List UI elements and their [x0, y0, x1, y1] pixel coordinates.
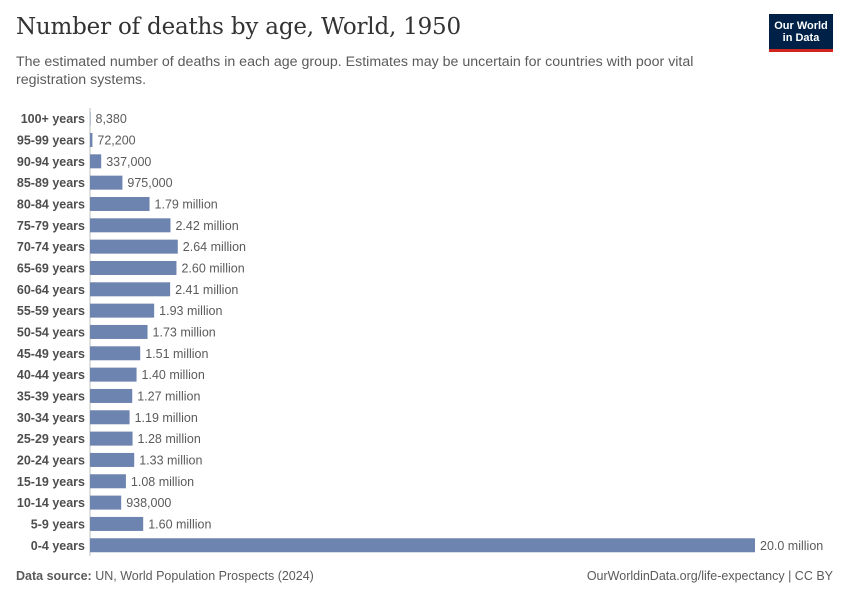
- bar[interactable]: [90, 346, 141, 361]
- value-label: 1.19 million: [135, 411, 198, 425]
- value-label: 975,000: [127, 176, 172, 190]
- bar[interactable]: [90, 218, 171, 233]
- category-label: 70-74 years: [17, 240, 85, 254]
- category-label: 0-4 years: [31, 539, 85, 553]
- value-label: 8,380: [96, 112, 127, 126]
- chart-subtitle: The estimated number of deaths in each a…: [16, 54, 694, 88]
- value-label: 938,000: [126, 496, 171, 510]
- category-label: 5-9 years: [31, 517, 85, 531]
- value-label: 2.42 million: [175, 219, 238, 233]
- bar[interactable]: [90, 111, 91, 126]
- bar[interactable]: [90, 538, 755, 553]
- category-label: 55-59 years: [17, 304, 85, 318]
- bar[interactable]: [90, 303, 155, 318]
- bar[interactable]: [90, 495, 122, 510]
- value-label: 1.27 million: [137, 389, 200, 403]
- value-label: 1.33 million: [139, 453, 202, 467]
- category-label: 25-29 years: [17, 432, 85, 446]
- chart-title: Number of deaths by age, World, 1950: [16, 14, 461, 40]
- value-label: 1.28 million: [138, 432, 201, 446]
- bar[interactable]: [90, 132, 93, 147]
- value-label: 72,200: [97, 133, 135, 147]
- value-label: 2.41 million: [175, 283, 238, 297]
- category-label: 10-14 years: [17, 496, 85, 510]
- category-label: 50-54 years: [17, 325, 85, 339]
- bar[interactable]: [90, 175, 123, 190]
- category-label: 40-44 years: [17, 368, 85, 382]
- data-source-label: Data source:: [16, 569, 92, 583]
- bar[interactable]: [90, 410, 130, 425]
- value-label: 1.79 million: [155, 197, 218, 211]
- category-label: 90-94 years: [17, 155, 85, 169]
- category-label: 20-24 years: [17, 453, 85, 467]
- logo-line-2: in Data: [782, 32, 820, 44]
- logo-line-1: Our World: [774, 20, 828, 32]
- category-label: 100+ years: [21, 112, 85, 126]
- value-label: 1.60 million: [148, 517, 211, 531]
- owid-logo[interactable]: Our World in Data: [769, 14, 833, 52]
- bar[interactable]: [90, 239, 178, 254]
- value-label: 20.0 million: [760, 539, 823, 553]
- data-source: Data source: UN, World Population Prospe…: [16, 569, 314, 583]
- category-label: 35-39 years: [17, 389, 85, 403]
- bar[interactable]: [90, 367, 137, 382]
- value-label: 2.64 million: [183, 240, 246, 254]
- source-url-link[interactable]: OurWorldinData.org/life-expectancy | CC …: [586, 569, 833, 583]
- value-label: 1.08 million: [131, 475, 194, 489]
- bar[interactable]: [90, 324, 148, 339]
- bar[interactable]: [90, 154, 102, 169]
- category-label: 65-69 years: [17, 261, 85, 275]
- category-label: 30-34 years: [17, 411, 85, 425]
- value-label: 2.60 million: [181, 261, 244, 275]
- category-label: 95-99 years: [17, 133, 85, 147]
- bar[interactable]: [90, 431, 133, 446]
- value-label: 337,000: [106, 155, 151, 169]
- bar[interactable]: [90, 474, 126, 489]
- bar[interactable]: [90, 196, 150, 211]
- value-label: 1.51 million: [145, 347, 208, 361]
- bar[interactable]: [90, 452, 135, 467]
- bar[interactable]: [90, 516, 144, 531]
- data-source-text: UN, World Population Prospects (2024): [91, 569, 314, 583]
- bar[interactable]: [90, 260, 177, 275]
- category-label: 45-49 years: [17, 347, 85, 361]
- value-label: 1.40 million: [142, 368, 205, 382]
- category-label: 60-64 years: [17, 283, 85, 297]
- category-label: 80-84 years: [17, 197, 85, 211]
- bar[interactable]: [90, 388, 133, 403]
- value-label: 1.93 million: [159, 304, 222, 318]
- bar[interactable]: [90, 282, 171, 297]
- category-label: 75-79 years: [17, 219, 85, 233]
- value-label: 1.73 million: [153, 325, 216, 339]
- category-label: 15-19 years: [17, 475, 85, 489]
- category-label: 85-89 years: [17, 176, 85, 190]
